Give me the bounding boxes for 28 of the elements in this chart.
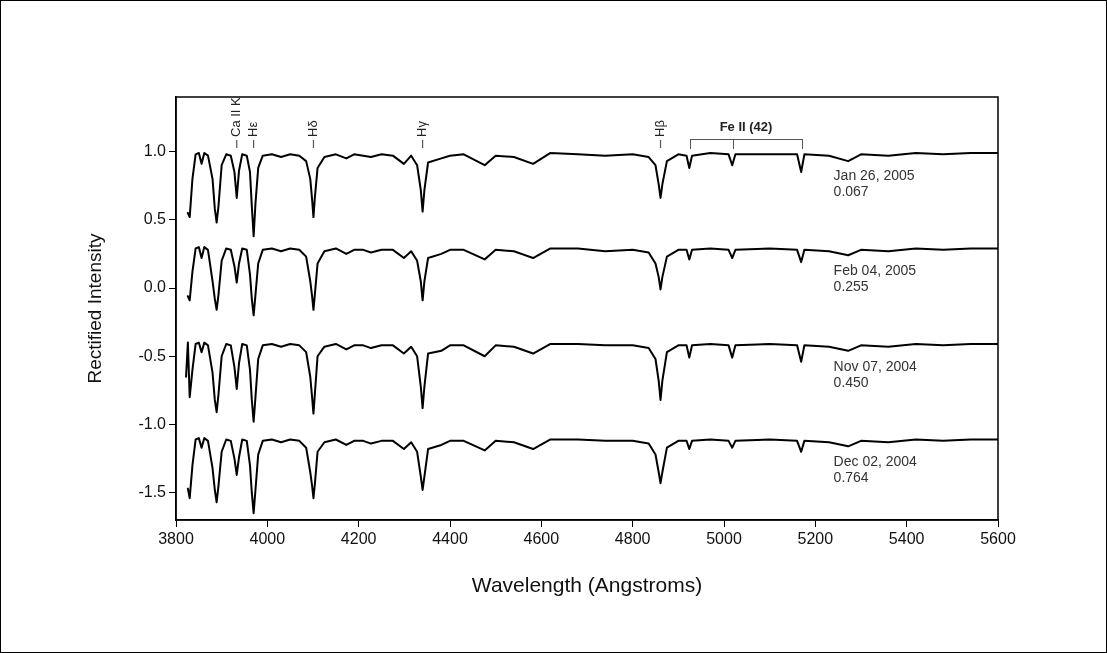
series-label: Jan 26, 2005 0.067 [833, 166, 915, 199]
x-tick-label: 5400 [888, 530, 925, 548]
x-tick-label: 3800 [158, 530, 194, 548]
ref-line-label: Hγ [414, 120, 430, 137]
y-axis-title: Rectified Intensity [83, 233, 105, 384]
ref-line-label: Ca II K [228, 96, 244, 137]
series-label: Feb 04, 2005 0.255 [833, 262, 917, 295]
y-tick-label: 0.0 [143, 278, 167, 296]
x-axis-title: Wavelength (Angstroms) [471, 573, 703, 597]
x-tick-label: 5600 [980, 530, 1016, 548]
ref-line-label: Hδ [305, 120, 321, 137]
annotation: Fe II (42) [719, 119, 773, 134]
y-tick-label: -1.0 [138, 414, 167, 432]
y-tick-label: 0.5 [143, 210, 167, 228]
series-label: Nov 07, 2004 0.450 [833, 357, 918, 390]
ref-line-label: Hβ [652, 120, 668, 137]
x-tick-label: 4400 [432, 530, 468, 548]
y-tick-label: 1.0 [143, 141, 167, 159]
x-tick-label: 5200 [797, 530, 834, 548]
x-tick-label: 4600 [523, 530, 560, 548]
ref-line-label: Hε [245, 121, 261, 137]
x-tick-label: 4200 [340, 530, 377, 548]
y-tick-label: -0.5 [138, 346, 167, 364]
x-tick-label: 5000 [706, 530, 742, 548]
x-tick-label: 4800 [614, 530, 651, 548]
series-label: Dec 02, 2004 0.764 [833, 453, 918, 486]
y-tick-label: -1.5 [138, 483, 167, 501]
x-tick-label: 4000 [249, 530, 286, 548]
